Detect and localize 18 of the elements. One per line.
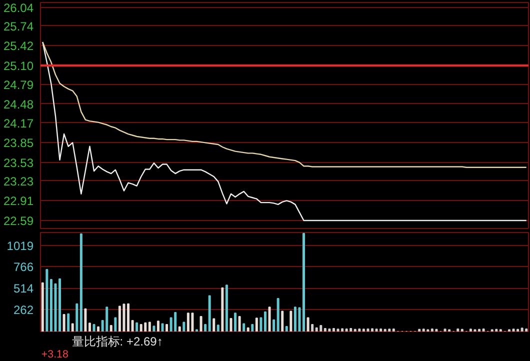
- text: 量比指标: +2.69↑: [72, 334, 163, 348]
- y-tick-label: 23.53: [3, 156, 34, 170]
- y-tick-label: 25.10: [3, 58, 34, 73]
- y-tick-label: 1019: [6, 238, 34, 253]
- y-tick-label: 766: [13, 260, 34, 274]
- y-tick-label: 25.42: [3, 39, 34, 54]
- y-tick-label: 23.85: [3, 136, 34, 150]
- y-tick-label: 23.23: [3, 174, 34, 188]
- y-tick-label: 24.79: [3, 78, 34, 92]
- y-tick-label: 25.74: [3, 19, 34, 34]
- y-tick-label: 514: [13, 282, 34, 296]
- y-tick-label: 262: [13, 302, 34, 317]
- y-tick-label: 24.48: [3, 97, 34, 112]
- y-tick-label: 24.17: [3, 116, 34, 130]
- text: +3.18: [41, 348, 68, 360]
- y-tick-label: 26.04: [3, 0, 34, 15]
- y-tick-label: 22.59: [3, 214, 34, 228]
- y-tick-label: 22.91: [3, 194, 34, 208]
